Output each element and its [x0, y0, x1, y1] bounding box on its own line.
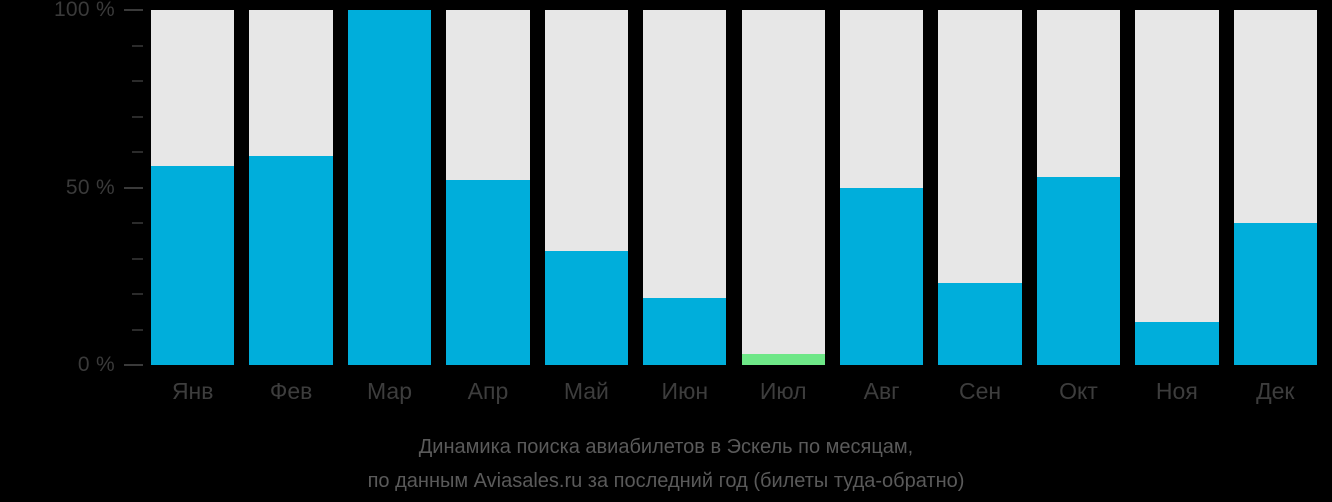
bar-fill [249, 155, 333, 365]
y-axis-tick-minor [132, 328, 143, 331]
bar-fill [151, 166, 235, 365]
bar-column[interactable] [1233, 10, 1317, 365]
bar-fill [544, 251, 629, 365]
bar-fill [1233, 223, 1317, 365]
bar-track [741, 10, 825, 365]
x-axis-label: Ноя [1155, 378, 1198, 404]
bar-track [1135, 10, 1219, 365]
y-axis-tick-major [124, 186, 143, 189]
y-axis-tick-minor [132, 257, 143, 260]
plot-area [151, 10, 1332, 365]
bar-column[interactable] [938, 10, 1022, 365]
bar-column[interactable] [643, 10, 727, 365]
y-axis-tick-minor [132, 115, 143, 118]
bar-fill [839, 187, 924, 365]
x-axis-label: Дек [1256, 378, 1295, 404]
y-axis-label: 50 % [65, 175, 115, 199]
x-axis-label: Фев [269, 378, 313, 404]
bar-fill [643, 297, 727, 365]
y-axis-tick-major [124, 364, 143, 366]
y-axis-label: 100 % [53, 0, 115, 21]
bar-fill [347, 10, 432, 365]
bar-column[interactable] [544, 10, 629, 365]
x-axis-label: Апр [467, 378, 509, 404]
bar-column[interactable] [249, 10, 333, 365]
y-axis-tick-minor [132, 44, 143, 47]
bar-column[interactable] [741, 10, 825, 365]
y-axis-tick-minor [132, 151, 143, 153]
x-axis-label: Сен [958, 378, 1002, 404]
y-axis-tick-minor [132, 222, 143, 224]
x-axis-label: Июл [759, 378, 807, 404]
x-axis-label: Окт [1059, 378, 1098, 404]
bar-fill [741, 354, 825, 365]
bar-column[interactable] [1036, 10, 1121, 365]
bar-column[interactable] [839, 10, 924, 365]
caption-title: Динамика поиска авиабилетов в Эскель по … [418, 436, 914, 458]
x-axis-label: Янв [171, 378, 214, 404]
chart-caption: Динамика поиска авиабилетов в Эскель по … [0, 430, 1332, 498]
y-axis: 0 % 50 % 100 % [0, 0, 151, 502]
bar-column[interactable] [1135, 10, 1219, 365]
y-axis-tick-minor [132, 293, 143, 295]
caption-subtitle: по данным Aviasales.ru за последний год … [367, 470, 965, 492]
bar-column[interactable] [446, 10, 530, 365]
bar-fill [446, 180, 530, 365]
x-axis: Янв Фев Мар Апр Май Июн Июл Авг Сен Окт Ноя Дек [151, 378, 1332, 418]
x-axis-label: Мар [367, 378, 413, 404]
bar-fill [1135, 322, 1219, 365]
y-axis-tick-minor [132, 80, 143, 82]
x-axis-label: Авг [863, 378, 900, 404]
bar-column[interactable] [347, 10, 432, 365]
x-axis-label: Май [563, 378, 609, 404]
bar-fill [938, 283, 1022, 365]
y-axis-tick-major [124, 9, 143, 11]
y-axis-label: 0 % [77, 353, 115, 376]
x-axis-label: Июн [661, 378, 709, 404]
bar-fill [1036, 176, 1121, 365]
bar-column[interactable] [151, 10, 235, 365]
